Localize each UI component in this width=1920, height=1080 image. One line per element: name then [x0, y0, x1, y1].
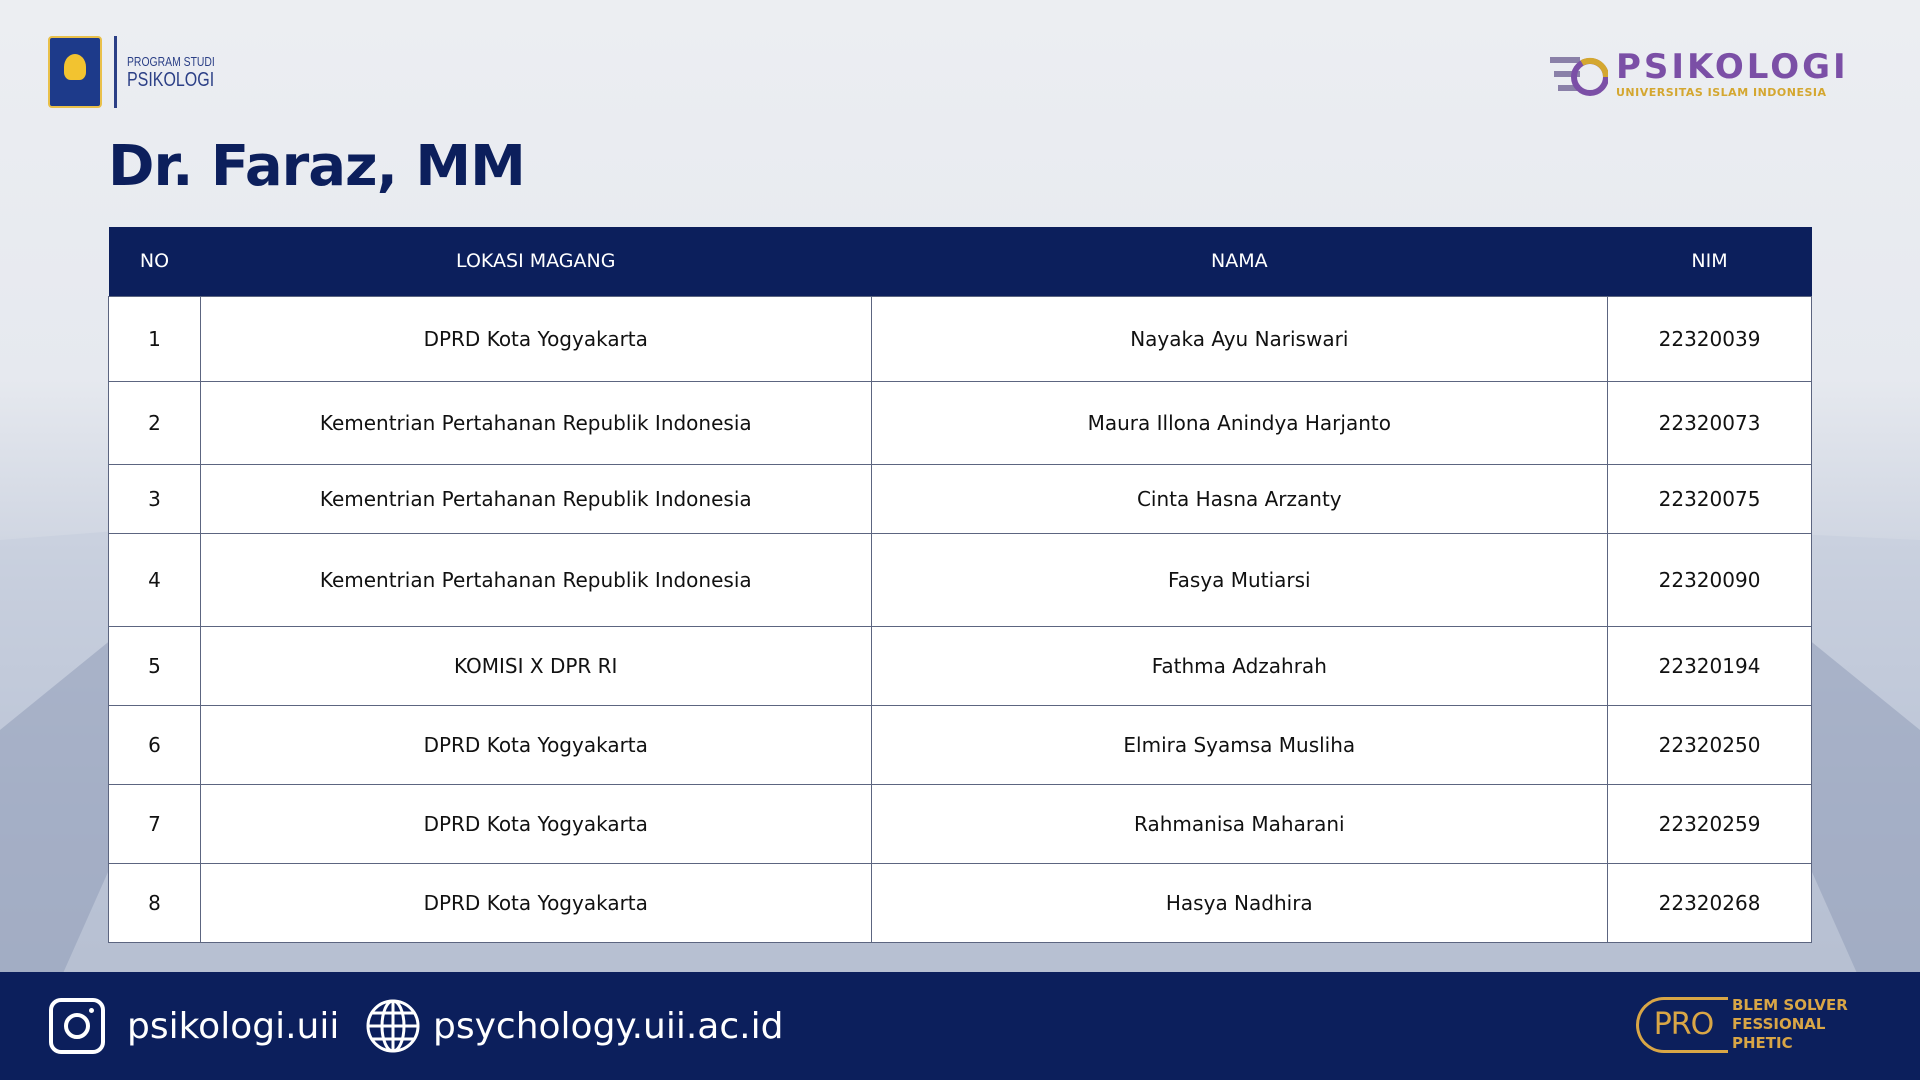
pro-mark: PRO [1636, 996, 1728, 1053]
cell-no: 3 [108, 463, 201, 534]
website-url: psychology.uii.ac.id [433, 1005, 784, 1047]
cell-no: 8 [108, 862, 201, 943]
psikologi-uii-logo: PSIKOLOGI UNIVERSITAS ISLAM INDONESIA [1548, 50, 1849, 99]
cell-lokasi: DPRD Kota Yogyakarta [199, 704, 872, 785]
cell-nama: Maura Illona Anindya Harjanto [870, 380, 1609, 465]
cell-lokasi: Kementrian Pertahanan Republik Indonesia [199, 463, 872, 534]
uii-program-logo: PROGRAM STUDI PSIKOLOGI [48, 36, 237, 108]
cell-lokasi: KOMISI X DPR RI [199, 625, 872, 706]
cell-nim: 22320259 [1607, 783, 1812, 864]
cell-lokasi: DPRD Kota Yogyakarta [199, 862, 872, 943]
table-row: 7 DPRD Kota Yogyakarta Rahmanisa Maharani 2… [108, 783, 1812, 864]
pro-line: PHETIC [1732, 1034, 1793, 1052]
cell-nim: 22320039 [1607, 295, 1812, 382]
cell-nim: 22320250 [1607, 704, 1812, 785]
logo-line2: PSIKOLOGI [127, 68, 215, 91]
cell-nim: 22320075 [1607, 463, 1812, 534]
cell-nama: Hasya Nadhira [870, 862, 1609, 943]
website-link[interactable]: psychology.uii.ac.id [365, 972, 783, 1080]
globe-icon [366, 999, 420, 1053]
divider [114, 36, 117, 108]
cell-lokasi: Kementrian Pertahanan Republik Indonesia [199, 380, 872, 465]
cell-nama: Cinta Hasna Arzanty [870, 463, 1609, 534]
cell-nim: 22320268 [1607, 862, 1812, 943]
uii-emblem-icon [48, 36, 102, 108]
cell-nama: Nayaka Ayu Nariswari [870, 295, 1609, 382]
pro-logo: PRO BLEM SOLVER FESSIONAL PHETIC [1636, 996, 1848, 1053]
cell-nama: Rahmanisa Maharani [870, 783, 1609, 864]
cell-nama: Elmira Syamsa Musliha [870, 704, 1609, 785]
cell-no: 1 [108, 295, 201, 382]
cell-lokasi: Kementrian Pertahanan Republik Indonesia [199, 532, 872, 627]
cell-lokasi: DPRD Kota Yogyakarta [199, 295, 872, 382]
cell-no: 4 [108, 532, 201, 627]
cell-no: 6 [108, 704, 201, 785]
cell-no: 7 [108, 783, 201, 864]
cell-nama: Fasya Mutiarsi [870, 532, 1609, 627]
col-nim: NIM [1607, 227, 1812, 296]
pro-line: BLEM SOLVER [1732, 996, 1848, 1014]
instagram-icon [49, 998, 105, 1054]
cell-nim: 22320194 [1607, 625, 1812, 706]
cell-no: 5 [108, 625, 201, 706]
table-row: 5 KOMISI X DPR RI Fathma Adzahrah 22320194 [108, 625, 1812, 706]
table-row: 8 DPRD Kota Yogyakarta Hasya Nadhira 223202… [108, 862, 1812, 943]
page-title: Dr. Faraz, MM [108, 134, 526, 199]
table-row: 6 DPRD Kota Yogyakarta Elmira Syamsa Musli… [108, 704, 1812, 785]
instagram-link[interactable]: psikologi.uii [49, 972, 339, 1080]
table-row: 2 Kementrian Pertahanan Republik Indonesi… [108, 380, 1812, 465]
logo-line1: PROGRAM STUDI [127, 53, 215, 69]
table-header: NO LOKASI MAGANG NAMA NIM [108, 227, 1812, 296]
cell-no: 2 [108, 380, 201, 465]
pro-line: FESSIONAL [1732, 1015, 1826, 1033]
cell-nim: 22320090 [1607, 532, 1812, 627]
table-row: 1 DPRD Kota Yogyakarta Nayaka Ayu Nariswar… [108, 295, 1812, 382]
cell-nama: Fathma Adzahrah [870, 625, 1609, 706]
col-lokasi: LOKASI MAGANG [200, 227, 872, 296]
logo-subtitle: UNIVERSITAS ISLAM INDONESIA [1616, 86, 1827, 99]
table-row: 4 Kementrian Pertahanan Republik Indonesi… [108, 532, 1812, 627]
logo-title: PSIKOLOGI [1616, 47, 1849, 87]
footer: psikologi.uii psychology.uii.ac.id PRO B… [0, 972, 1920, 1080]
cell-nim: 22320073 [1607, 380, 1812, 465]
internship-table: NO LOKASI MAGANG NAMA NIM 1 DPRD Kota Yog… [108, 227, 1812, 943]
instagram-handle: psikologi.uii [127, 1005, 340, 1047]
cell-lokasi: DPRD Kota Yogyakarta [199, 783, 872, 864]
table-row: 3 Kementrian Pertahanan Republik Indonesi… [108, 463, 1812, 534]
psikologi-emblem-icon [1550, 56, 1608, 96]
col-no: NO [108, 227, 201, 296]
col-nama: NAMA [871, 227, 1608, 296]
